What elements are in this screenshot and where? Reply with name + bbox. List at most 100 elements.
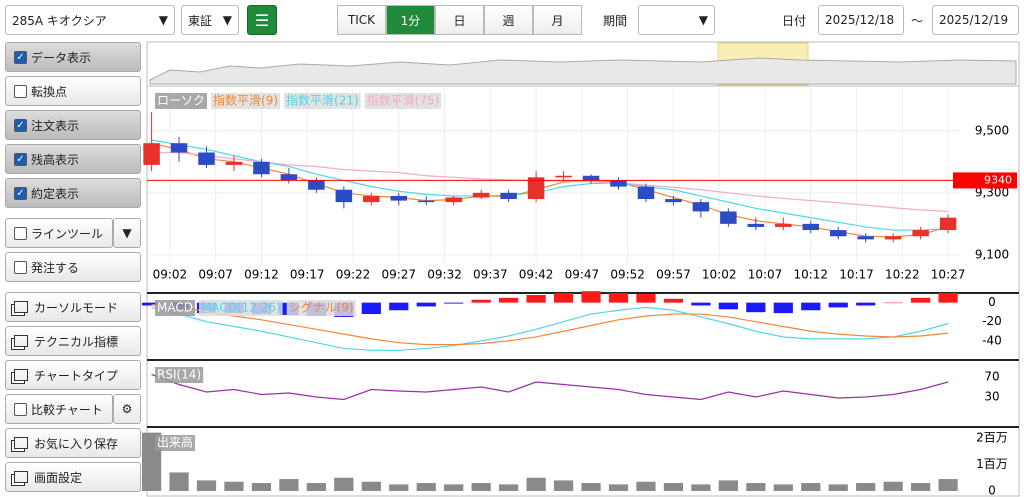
checkbox[interactable] — [14, 84, 27, 98]
legend-label: MACD — [157, 301, 193, 315]
period-tab[interactable]: 日 — [435, 5, 484, 35]
candle-body — [225, 161, 243, 165]
x-tick-label: 09:42 — [519, 268, 554, 282]
period-tab[interactable]: 週 — [484, 5, 533, 35]
legend-label: 指数平滑(21) — [286, 93, 359, 108]
sidebar-button[interactable]: カーソルモード — [5, 292, 141, 322]
current-price-label: 9340 — [984, 173, 1012, 186]
checkbox[interactable] — [14, 226, 27, 240]
bar — [251, 483, 272, 491]
candle-body — [170, 143, 188, 153]
checkbox[interactable]: ✓ — [14, 152, 27, 166]
sidebar-button[interactable]: ✓ データ表示 — [5, 42, 141, 72]
bar — [663, 483, 684, 491]
market-select[interactable]: 東証 ▼ — [181, 5, 239, 35]
candle-body — [829, 230, 847, 237]
bar — [306, 483, 326, 491]
candle-body — [527, 177, 545, 200]
window-icon — [14, 437, 28, 449]
range-label: 期間 — [603, 14, 628, 28]
series-line — [151, 373, 949, 401]
x-tick-label: 09:52 — [610, 268, 645, 282]
checkbox[interactable]: ✓ — [14, 50, 27, 64]
date-label: 日付 — [782, 14, 807, 28]
y-tick-label: 9,500 — [975, 123, 1009, 137]
sidebar-button[interactable]: ✓ 残高表示 — [5, 144, 141, 174]
period-tab[interactable]: 月 — [533, 5, 582, 35]
sidebar-extra[interactable]: ⚙ — [113, 394, 141, 424]
x-tick-label: 10:22 — [885, 268, 920, 282]
sidebar-button[interactable]: ラインツール — [5, 218, 113, 248]
sidebar-button[interactable]: お気に入り保存 — [5, 428, 141, 458]
list-button[interactable]: ☰ — [247, 5, 277, 35]
date-separator: ～ — [911, 14, 924, 28]
sidebar-label: チャートタイプ — [34, 368, 118, 383]
sidebar-label: 発注する — [31, 260, 80, 275]
bar — [499, 484, 519, 491]
series-line — [151, 139, 949, 231]
sidebar-button[interactable]: 比較チャート — [5, 394, 113, 424]
bar — [471, 299, 491, 303]
bar — [856, 302, 876, 306]
series-line — [151, 303, 949, 346]
sidebar-label: カーソルモード — [34, 300, 119, 315]
checkbox[interactable]: ✓ — [14, 186, 27, 200]
legend-label: 出来高 — [157, 435, 193, 450]
x-tick-label: 09:22 — [336, 268, 371, 282]
x-tick-label: 09:17 — [290, 268, 325, 282]
x-tick-label: 09:12 — [244, 268, 279, 282]
candle-body — [143, 143, 160, 165]
candle-body — [308, 180, 325, 190]
series-line — [151, 306, 949, 351]
series-line — [151, 151, 949, 213]
x-tick-label: 10:12 — [793, 268, 828, 282]
candle-body — [253, 161, 270, 175]
y-tick-label: -40 — [982, 333, 1002, 347]
legend-box — [155, 300, 195, 316]
range-select[interactable]: ▼ — [638, 5, 715, 35]
candle-body — [363, 195, 380, 203]
bar — [911, 297, 931, 303]
period-tabs: TICK 1分日週月 — [337, 5, 582, 35]
sidebar-button[interactable]: ✓ 注文表示 — [5, 110, 141, 140]
bar — [691, 484, 711, 491]
y-tick-label: 70 — [984, 370, 999, 384]
legend-box — [198, 300, 283, 316]
sidebar-button[interactable]: チャートタイプ — [5, 360, 141, 390]
bar — [746, 302, 766, 313]
sidebar-label: 画面設定 — [34, 470, 83, 485]
legend-box — [155, 435, 196, 451]
x-tick-label: 10:07 — [748, 268, 783, 282]
sidebar-extra[interactable]: ▼ — [113, 218, 141, 248]
sidebar-button[interactable]: 発注する — [5, 252, 141, 282]
x-tick-label: 10:27 — [931, 268, 966, 282]
candle-body — [912, 230, 929, 237]
candle-body — [610, 180, 627, 187]
y-tick-label: 9,100 — [975, 247, 1009, 261]
symbol: 285A キオクシア — [12, 13, 107, 28]
checkbox[interactable] — [14, 402, 27, 416]
market: 東証 — [188, 13, 213, 28]
bar — [526, 295, 546, 303]
checkbox[interactable]: ✓ — [14, 118, 27, 132]
sidebar-button[interactable]: 画面設定 — [5, 462, 141, 492]
period-tab[interactable]: TICK — [337, 5, 386, 35]
bar — [224, 481, 244, 491]
bar — [636, 481, 656, 491]
checkbox[interactable] — [14, 260, 27, 274]
date-to[interactable]: 2025/12/19 — [932, 5, 1019, 35]
sidebar-button[interactable]: ✓ 約定表示 — [5, 178, 141, 208]
sidebar-button[interactable]: 転換点 — [5, 76, 141, 106]
date-from[interactable]: 2025/12/18 — [818, 5, 904, 35]
candle-body — [857, 236, 874, 240]
x-tick-label: 09:27 — [381, 268, 416, 282]
bar — [141, 302, 162, 306]
sidebar-label: 転換点 — [31, 84, 68, 99]
period-tab[interactable]: 1分 — [386, 5, 435, 35]
x-tick-label: 09:02 — [153, 268, 188, 282]
bar — [389, 484, 409, 491]
symbol-select[interactable]: 285A キオクシア ▼ — [5, 5, 175, 35]
bar — [444, 484, 464, 491]
sidebar-button[interactable]: テクニカル指標 — [5, 326, 141, 356]
